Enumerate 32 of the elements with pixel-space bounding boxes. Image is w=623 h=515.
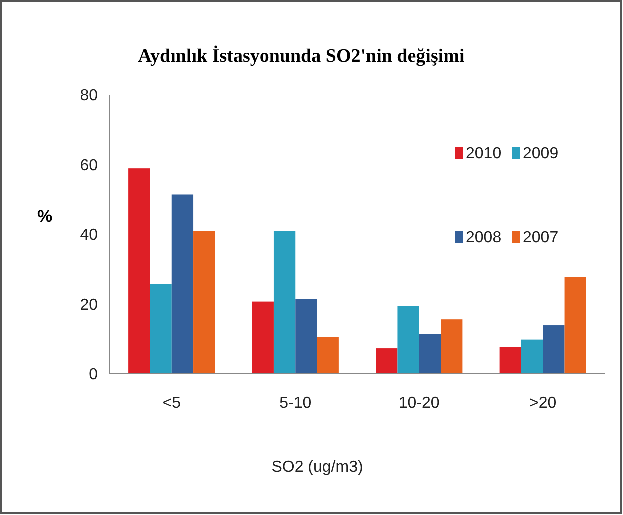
chart-title: Aydınlık İstasyonunda SO2'nin değişimi bbox=[138, 45, 465, 67]
bar bbox=[500, 347, 522, 374]
y-axis-title: % bbox=[37, 207, 53, 226]
y-tick-label: 60 bbox=[80, 157, 98, 174]
bar bbox=[419, 334, 442, 374]
x-tick-label: <5 bbox=[162, 395, 182, 412]
legend-label: 2009 bbox=[523, 146, 559, 163]
y-tick-label: 80 bbox=[80, 88, 98, 105]
y-tick-label: 0 bbox=[89, 366, 98, 384]
legend-label: 2010 bbox=[466, 146, 502, 163]
bar bbox=[274, 231, 296, 374]
legend-label: 2008 bbox=[466, 230, 502, 247]
bar bbox=[172, 194, 194, 374]
x-tick-label: >20 bbox=[530, 395, 557, 412]
bar bbox=[543, 326, 565, 374]
bar bbox=[441, 320, 463, 374]
bar bbox=[296, 299, 318, 374]
y-tick-label: 40 bbox=[80, 227, 98, 244]
bar bbox=[150, 284, 172, 374]
bar bbox=[521, 340, 544, 374]
legend-label: 2007 bbox=[523, 230, 559, 247]
bar bbox=[564, 277, 586, 374]
x-tick-label: 5-10 bbox=[280, 395, 312, 412]
bar bbox=[194, 231, 216, 374]
bar bbox=[128, 168, 150, 374]
x-tick-label: 10-20 bbox=[398, 395, 440, 412]
bar bbox=[398, 306, 420, 374]
y-tick-label: 20 bbox=[80, 296, 98, 314]
bar bbox=[376, 348, 398, 374]
bar bbox=[317, 337, 339, 374]
x-axis-title: SO2 (ug/m3) bbox=[272, 459, 364, 476]
bar bbox=[252, 302, 274, 374]
